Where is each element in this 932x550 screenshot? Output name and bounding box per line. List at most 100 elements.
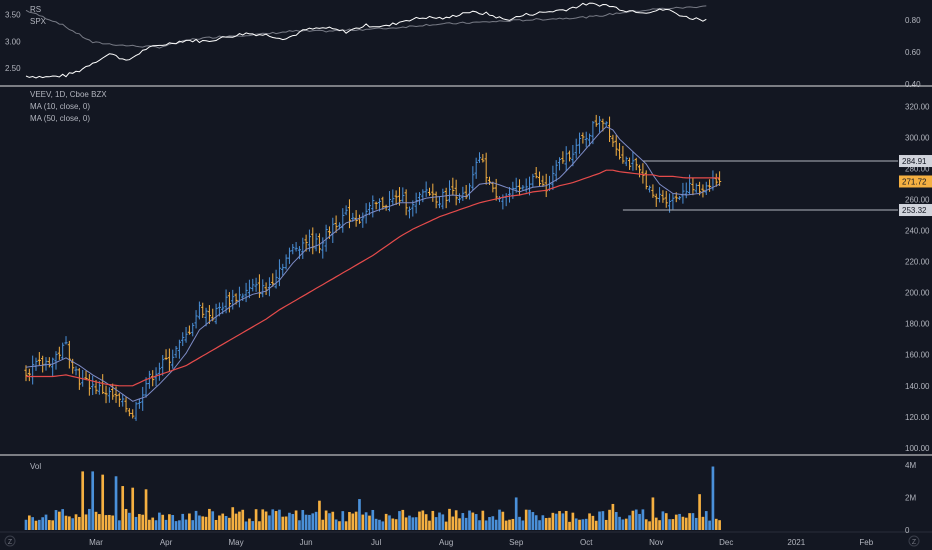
ohlc-bar [614, 135, 618, 156]
volume-bar [698, 494, 701, 530]
ohlc-bar [651, 184, 655, 198]
ohlc-bar [414, 192, 418, 214]
ohlc-bar [667, 193, 672, 213]
volume-bar [148, 519, 151, 530]
volume-bar [408, 515, 411, 530]
last-price-label: 271.72 [902, 177, 927, 186]
ohlc-bar [597, 116, 602, 133]
volume-bar [174, 521, 178, 530]
volume-bar [114, 476, 118, 530]
price-tick-label: 320.00 [905, 103, 930, 112]
ohlc-bar [461, 186, 465, 201]
ohlc-bar [644, 170, 648, 190]
price-tick-label: 280.00 [905, 165, 930, 174]
ohlc-bar [354, 210, 358, 227]
volume-tick-label: 4M [905, 461, 916, 470]
volume-bar [268, 515, 271, 530]
volume-bar [688, 513, 691, 530]
volume-bar [391, 518, 395, 530]
volume-bar [201, 516, 205, 530]
ohlc-bar [164, 349, 168, 361]
volume-bar [414, 517, 418, 530]
volume-bar [304, 514, 308, 530]
volume-bar [581, 519, 585, 530]
volume-bar [321, 519, 325, 530]
auto-scale-icon [908, 535, 920, 547]
volume-bar [341, 511, 345, 530]
ohlc-bar [661, 190, 665, 203]
ma10-line [25, 126, 720, 402]
ohlc-bar [624, 156, 628, 167]
volume-bar [254, 509, 258, 530]
time-axis-label: Mar [89, 538, 103, 547]
time-axis-label: May [229, 538, 244, 547]
rs-right-axis: 0.80 0.60 0.40 [905, 16, 921, 89]
ohlc-bar [507, 187, 512, 203]
rs-right-tick-label: 0.80 [905, 16, 921, 25]
ohlc-bar [304, 234, 308, 252]
volume-bar [108, 514, 111, 530]
volume-bar [434, 517, 438, 530]
price-level-badge-label: 253.32 [902, 206, 927, 215]
volume-bar [564, 510, 568, 530]
ohlc-bar [534, 167, 538, 179]
volume-bar [514, 497, 518, 530]
ohlc-bar [537, 171, 542, 187]
volume-bar [221, 513, 225, 530]
ma10-legend: MA (10, close, 0) [30, 102, 90, 111]
volume-bar [501, 511, 505, 530]
ohlc-bar [197, 301, 201, 320]
horizontal-levels[interactable]: 284.91 253.32 271.72 [622, 155, 932, 217]
volume-bar [518, 516, 521, 530]
spx-legend-label: SPX [30, 17, 47, 26]
volume-bar [531, 512, 535, 530]
volume-bar [111, 515, 115, 530]
ohlc-bar [227, 292, 232, 313]
ohlc-bar [431, 183, 435, 202]
volume-bar [648, 521, 651, 530]
ohlc-bar [494, 178, 498, 201]
volume-bar [141, 514, 145, 530]
volume-bar [84, 514, 88, 530]
volume-bar [161, 514, 165, 530]
bottom-left-button[interactable]: Z [4, 535, 16, 547]
ohlc-bar [117, 393, 121, 407]
ohlc-bar [294, 241, 298, 252]
ohlc-bar [157, 362, 161, 381]
bottom-right-button[interactable]: Z [908, 535, 920, 547]
ohlc-bar [521, 184, 525, 191]
volume-bar [288, 512, 291, 530]
volume-bar [571, 512, 575, 530]
ohlc-bar [684, 182, 688, 199]
ohlc-bar [437, 196, 442, 209]
price-tick-label: 160.00 [905, 351, 930, 360]
ohlc-bar [104, 385, 108, 404]
price-tick-label: 200.00 [905, 289, 930, 298]
ohlc-bar [447, 180, 452, 203]
ohlc-bar [361, 212, 365, 228]
volume-bar [241, 509, 245, 530]
ohlc-bar [654, 193, 658, 207]
ohlc-bar [457, 193, 462, 204]
volume-bar [231, 507, 235, 530]
rs-right-tick-label: 0.40 [905, 80, 921, 89]
ohlc-bar [401, 187, 405, 203]
ohlc-bar [77, 368, 81, 390]
volume-bar [338, 521, 341, 530]
volume-bar [58, 511, 61, 530]
volume-bar [194, 510, 198, 530]
price-level-badge [899, 204, 932, 217]
volume-bar [178, 520, 181, 530]
time-axis-label: Apr [160, 538, 173, 547]
volume-bar [364, 512, 368, 530]
ohlc-bar [121, 393, 125, 407]
price-pane[interactable]: VEEV, 1D, Cboe BZX MA (10, close, 0) MA … [24, 90, 932, 453]
volume-bar [51, 520, 55, 530]
ohlc-bar [541, 175, 545, 187]
ohlc-bar [641, 163, 645, 184]
volume-bar [524, 509, 528, 530]
volume-bar [631, 510, 635, 530]
last-price-badge [899, 175, 932, 188]
volume-bar [651, 497, 655, 530]
ma50-legend: MA (50, close, 0) [30, 114, 90, 123]
